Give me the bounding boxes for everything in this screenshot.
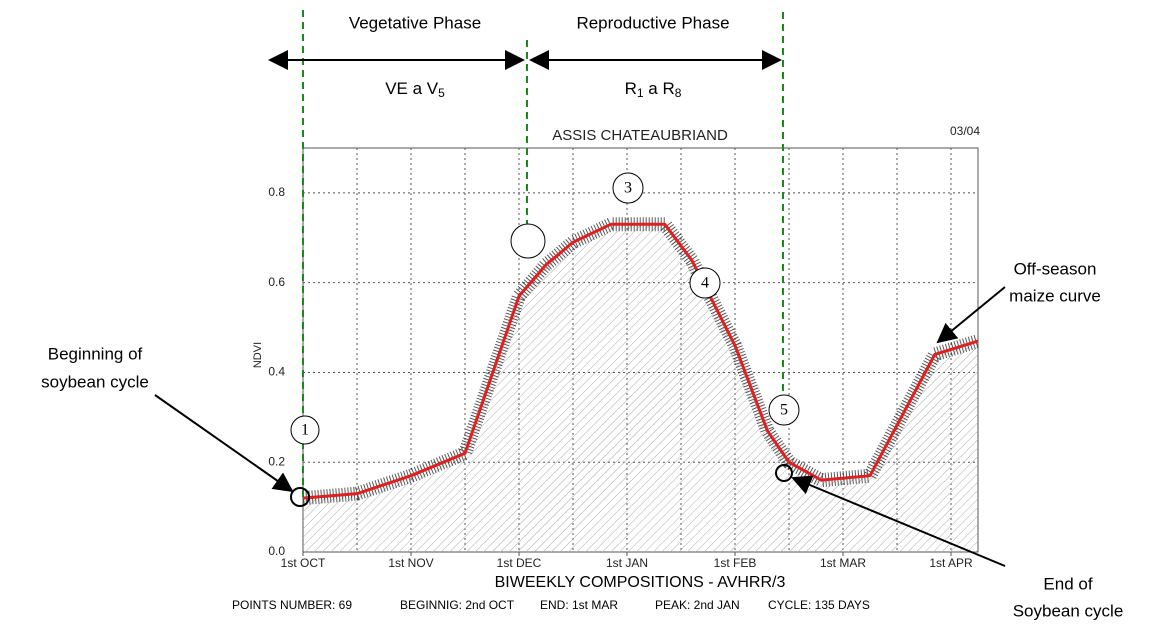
stage-sub: 5 <box>438 86 445 100</box>
stage-text: a R <box>644 79 675 98</box>
callout: soybean cycle <box>41 372 149 391</box>
stage-text: R <box>625 79 637 98</box>
x-tick-label: 1st MAR <box>820 556 866 570</box>
stage-circle <box>612 172 644 204</box>
stage-number: 1 <box>301 422 309 439</box>
footer-item: PEAK: 2nd JAN <box>655 598 740 612</box>
footer-item: POINTS NUMBER: 69 <box>232 598 352 612</box>
cycle-point <box>775 464 793 482</box>
stage-circle <box>510 223 546 259</box>
stage-range: R1 a R8 <box>625 79 682 100</box>
stage-number: 3 <box>624 180 632 197</box>
stage-range: VE a V5 <box>385 79 445 100</box>
callout-arrow <box>791 475 1006 567</box>
x-axis-label: BIWEEKLY COMPOSITIONS - AVHRR/3 <box>495 574 786 591</box>
phase-label: Vegetative Phase <box>349 13 481 32</box>
plot-area: 0.0 0.2 0.4 0.6 0.8 1st OCT 1st NOV 1st DEC 1st … <box>268 147 981 570</box>
callout: Off-season <box>1014 259 1097 278</box>
y-axis-label: NDVI <box>252 342 264 368</box>
y-tick-label: 0.0 <box>268 544 285 558</box>
stage-sub: 1 <box>637 86 644 100</box>
footer-item: BEGINNIG: 2nd OCT <box>400 598 515 612</box>
footer-item: END: 1st MAR <box>540 598 618 612</box>
x-tick-label: 1st OCT <box>281 556 326 570</box>
series-line <box>302 222 979 500</box>
callout: Beginning of <box>48 344 143 363</box>
stage-number: 4 <box>701 275 709 292</box>
stage-circle <box>689 267 721 299</box>
x-tick-label: 1st JAN <box>606 556 648 570</box>
footer-item: CYCLE: 135 DAYS <box>768 598 870 612</box>
cycle-point <box>290 487 310 507</box>
callout: End of <box>1043 574 1092 593</box>
stage-circle <box>768 394 800 426</box>
callout: maize curve <box>1009 286 1101 305</box>
season-label: 03/04 <box>950 124 980 138</box>
x-tick-label: 1st NOV <box>388 556 433 570</box>
stage-markers: 1 3 4 5 <box>290 172 800 507</box>
stage-number: 5 <box>780 402 788 419</box>
y-tick-label: 0.8 <box>268 185 285 199</box>
stage-text: VE a V <box>385 79 439 98</box>
callout-arrow <box>154 394 294 493</box>
y-tick-label: 0.4 <box>268 365 285 379</box>
x-tick-label: 1st DEC <box>497 556 542 570</box>
stage-circle <box>290 415 320 445</box>
callout-arrow <box>936 286 1006 344</box>
x-tick-label: 1st FEB <box>714 556 757 570</box>
y-tick-label: 0.6 <box>268 275 285 289</box>
callout: Soybean cycle <box>1013 601 1124 620</box>
phase-label: Reproductive Phase <box>576 13 729 32</box>
stage-sub: 8 <box>675 86 682 100</box>
x-tick-label: 1st APR <box>929 556 973 570</box>
chart-title: ASSIS CHATEAUBRIAND <box>552 127 728 144</box>
area-under-curve <box>303 224 978 553</box>
y-tick-label: 0.2 <box>268 454 285 468</box>
